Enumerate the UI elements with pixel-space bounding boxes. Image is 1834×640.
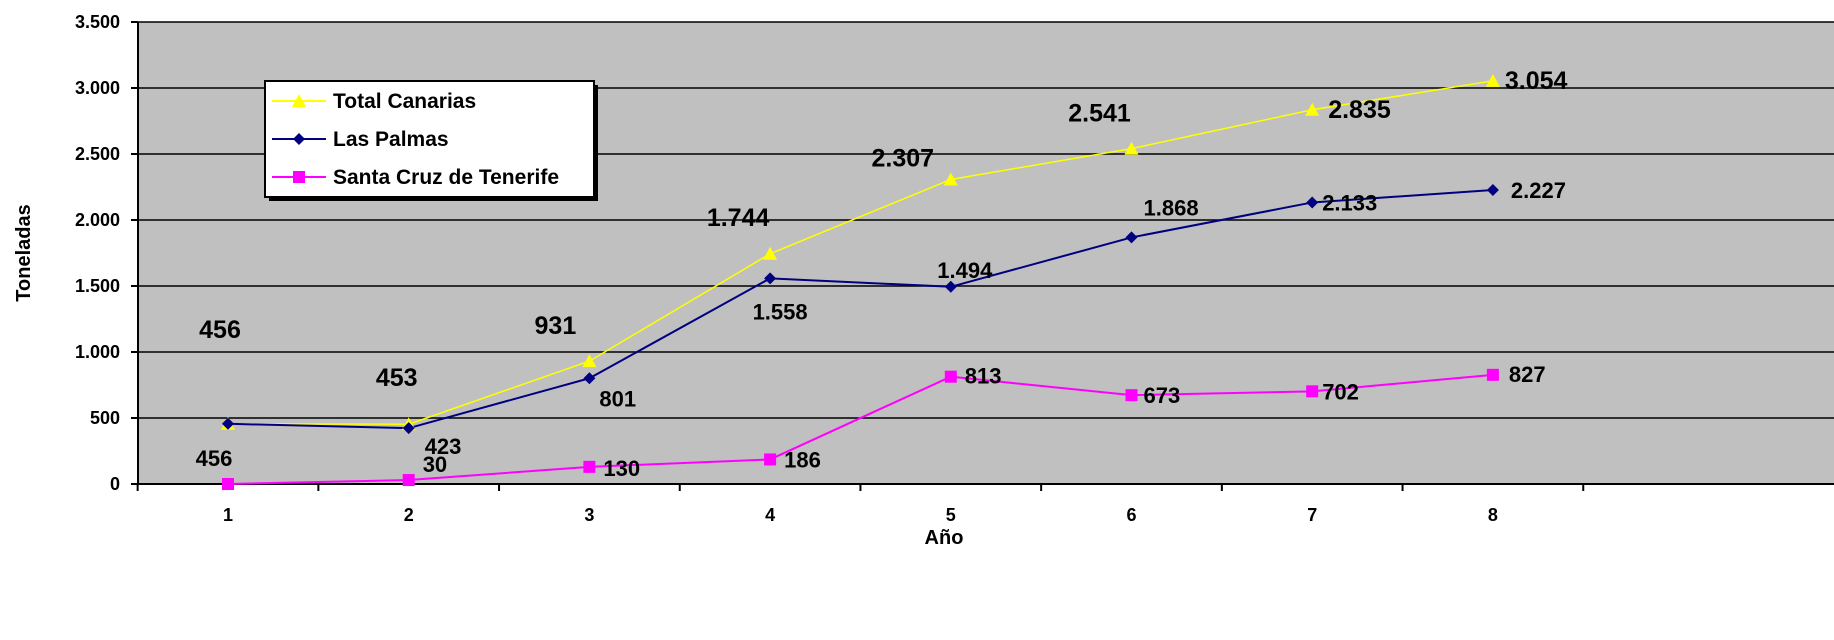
data-label: 673 — [1144, 383, 1181, 408]
legend-marker — [292, 94, 306, 107]
data-label: 2.835 — [1328, 96, 1391, 124]
data-point — [583, 372, 596, 385]
data-label: 456 — [199, 316, 241, 344]
x-axis-label: Año — [925, 527, 964, 549]
data-point — [764, 272, 777, 285]
series-line-las-palmas — [227, 189, 1493, 430]
gridlines — [138, 21, 1834, 419]
x-tick-label: 8 — [1488, 505, 1498, 525]
data-label: 801 — [599, 386, 636, 411]
data-label: 130 — [603, 456, 640, 481]
data-point — [1485, 73, 1500, 87]
y-tick-label: 1.000 — [75, 342, 120, 362]
data-label: 423 — [425, 434, 462, 459]
data-point — [1306, 385, 1319, 398]
y-tick-label: 500 — [90, 408, 120, 428]
y-tick-label: 1.500 — [75, 276, 120, 296]
y-tick-label: 0 — [110, 474, 120, 494]
y-axis-label: Toneladas — [13, 204, 35, 301]
data-point — [944, 280, 957, 293]
data-point — [944, 370, 957, 383]
y-tick-label: 2.500 — [75, 144, 120, 164]
data-point — [763, 246, 778, 260]
data-point — [402, 422, 415, 435]
data-label: 2.227 — [1511, 178, 1566, 203]
legend: Total Canarias Las Palmas Santa Cruz de Te… — [264, 80, 598, 201]
x-tick-labels: 1 2 3 4 5 6 7 8 — [223, 505, 1498, 525]
data-label: 813 — [965, 364, 1002, 389]
series-markers — [221, 73, 1500, 490]
data-point — [222, 417, 234, 430]
data-label: 453 — [376, 364, 418, 392]
data-label: 702 — [1322, 379, 1359, 404]
x-tick-label: 3 — [584, 505, 594, 525]
y-tick-label: 3.500 — [75, 12, 120, 32]
series-line-total-canarias — [227, 80, 1494, 425]
legend-marker — [293, 133, 305, 145]
data-point — [1125, 389, 1138, 402]
data-label: 1.868 — [1144, 195, 1199, 220]
data-point — [943, 172, 958, 186]
legend-marker — [293, 171, 305, 183]
data-label: 1.494 — [937, 258, 993, 283]
series-lines — [227, 80, 1494, 485]
data-labels: 456 453 931 1.744 2.307 2.541 2.835 3.054 456 423… — [196, 67, 1568, 481]
data-point — [1306, 196, 1319, 209]
x-tick-label: 6 — [1126, 505, 1136, 525]
data-label: 186 — [784, 447, 821, 472]
data-point — [583, 460, 596, 473]
series-line-santa-cruz-de-tenerife — [227, 373, 1493, 485]
data-label: 1.558 — [753, 299, 808, 324]
data-label: 2.541 — [1068, 100, 1131, 128]
data-point — [582, 354, 597, 368]
axes — [131, 21, 1834, 491]
data-label: 3.054 — [1505, 67, 1568, 95]
data-label: 827 — [1509, 362, 1546, 387]
y-tick-label: 2.000 — [75, 210, 120, 230]
x-tick-label: 7 — [1307, 505, 1317, 525]
data-point — [1486, 184, 1499, 197]
data-label: 2.307 — [872, 144, 935, 172]
x-tick-label: 2 — [404, 505, 414, 525]
x-tick-label: 1 — [223, 505, 233, 525]
data-point — [1125, 231, 1138, 244]
y-tick-labels: 0 500 1.000 1.500 2.000 2.500 3.000 3.500 — [75, 12, 120, 494]
x-tick-label: 4 — [765, 505, 775, 525]
data-point — [1486, 368, 1499, 381]
data-point — [222, 478, 234, 490]
legend-label: Las Palmas — [333, 128, 449, 151]
data-label: 2.133 — [1322, 190, 1377, 215]
legend-label: Santa Cruz de Tenerife — [333, 166, 559, 189]
data-label: 456 — [196, 446, 233, 471]
x-tick-label: 5 — [946, 505, 956, 525]
data-point — [1305, 102, 1320, 116]
data-point — [1124, 141, 1139, 155]
legend-label: Total Canarias — [333, 90, 476, 113]
data-label: 1.744 — [707, 204, 770, 232]
legend-items: Total Canarias Las Palmas Santa Cruz de Te… — [272, 90, 559, 189]
y-tick-label: 3.000 — [75, 78, 120, 98]
data-label: 931 — [535, 312, 577, 340]
data-point — [764, 453, 777, 466]
data-label: 30 — [423, 452, 447, 477]
data-point — [402, 474, 415, 487]
